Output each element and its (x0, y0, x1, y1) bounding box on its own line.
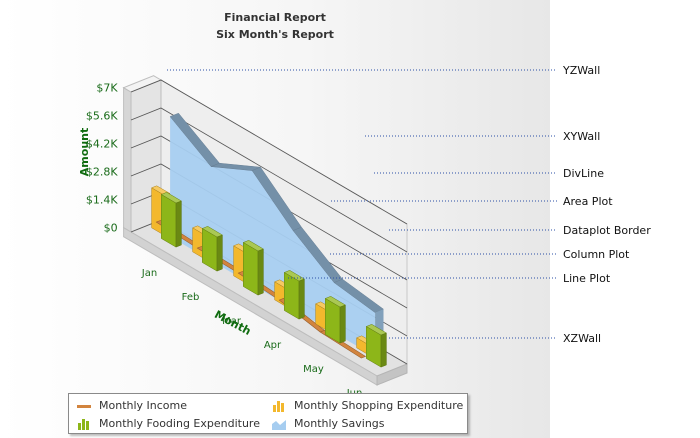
column-fooding (160, 192, 182, 248)
legend-item-income[interactable]: Monthly Income (77, 399, 187, 412)
y-tick-label: $2.8K (86, 166, 118, 179)
div-line (130, 107, 408, 253)
annotation-label: XYWall (563, 130, 600, 143)
x-tick-label: May (303, 364, 324, 375)
plot-area (151, 112, 387, 368)
legend-label: Monthly Income (99, 399, 188, 412)
legend-item-savings[interactable]: Monthly Savings (272, 417, 385, 430)
x-tick-label: Feb (182, 292, 200, 303)
y-axis-title: Amount (78, 128, 91, 176)
yz-wall-edge (123, 86, 132, 233)
x-tick-label: Apr (264, 340, 282, 351)
div-line (130, 79, 408, 225)
y-tick-label: $4.2K (86, 138, 118, 151)
y-tick-label: $5.6K (86, 110, 118, 123)
legend-label: Monthly Fooding Expenditure (99, 417, 260, 430)
legend-label: Monthly Savings (294, 417, 385, 430)
x-tick-label: Jan (141, 268, 157, 279)
annotation-label: YZWall (562, 64, 600, 77)
annotation-label: XZWall (563, 332, 601, 345)
chart-subtitle: Six Month's Report (216, 28, 334, 41)
annotation-label: Line Plot (563, 272, 611, 285)
column-fooding (283, 270, 305, 320)
annotation-label: DivLine (563, 167, 604, 180)
column-swatch-icon (272, 400, 286, 412)
annotation-label: Dataplot Border (563, 224, 651, 237)
legend-item-fooding[interactable]: Monthly Fooding Expenditure (77, 417, 260, 430)
y-tick-label: $1.4K (86, 194, 118, 207)
annotation-label: Area Plot (563, 195, 613, 208)
xz-wall-side-edge (376, 363, 408, 386)
chart-title: Financial Report (224, 11, 326, 24)
column-fooding (365, 324, 387, 368)
column-swatch-icon (77, 418, 91, 430)
chart-legend: Monthly Income Monthly Shopping Expendit… (68, 393, 468, 434)
legend-label: Monthly Shopping Expenditure (294, 399, 464, 412)
div-line (130, 135, 408, 281)
column-fooding (201, 226, 223, 272)
x-axis-title: Month (212, 308, 253, 338)
annotation-label: Column Plot (563, 248, 630, 261)
area-swatch-icon (272, 418, 286, 430)
y-axis-ticks: $0 $1.4K $2.8K $4.2K $5.6K $7K (86, 82, 118, 235)
x-tick-label: Mar (222, 316, 242, 327)
y-tick-label: $0 (104, 222, 118, 235)
column-fooding (242, 240, 264, 296)
area-plot-savings (170, 116, 376, 357)
annotation-labels: YZWall XYWall DivLine Area Plot Dataplot Bor… (167, 64, 651, 345)
column-fooding (324, 296, 346, 344)
legend-item-shopping[interactable]: Monthly Shopping Expenditure (272, 399, 463, 412)
y-tick-label: $7K (96, 82, 118, 95)
line-swatch-icon (77, 400, 91, 412)
